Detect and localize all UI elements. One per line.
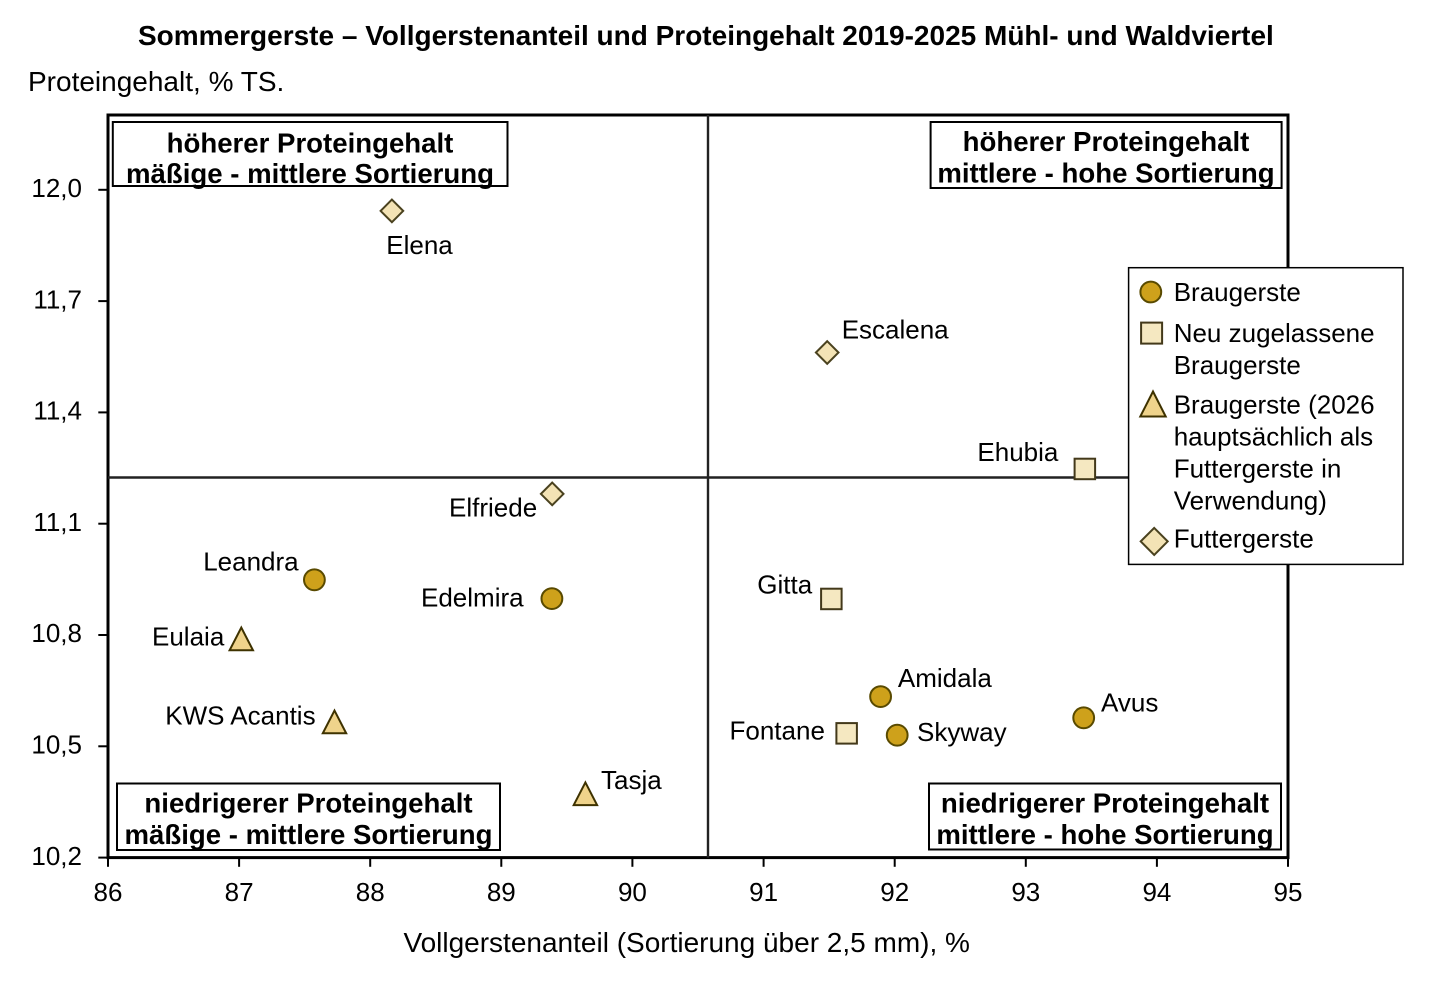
svg-text:Verwendung): Verwendung) [1174, 486, 1327, 516]
svg-text:94: 94 [1142, 877, 1171, 907]
svg-text:Braugerste: Braugerste [1174, 277, 1301, 307]
svg-text:10,8: 10,8 [31, 618, 82, 648]
svg-text:mäßige - mittlere Sortierung: mäßige - mittlere Sortierung [126, 158, 494, 189]
svg-text:Fontane: Fontane [730, 715, 825, 745]
svg-text:Escalena: Escalena [842, 314, 949, 344]
svg-text:Eulaia: Eulaia [152, 622, 225, 652]
svg-text:niedrigerer Proteingehalt: niedrigerer Proteingehalt [144, 788, 472, 819]
svg-text:95: 95 [1274, 877, 1303, 907]
svg-text:Skyway: Skyway [917, 717, 1007, 747]
svg-text:88: 88 [356, 877, 385, 907]
svg-text:niedrigerer Proteingehalt: niedrigerer Proteingehalt [941, 788, 1269, 819]
svg-text:11,1: 11,1 [33, 507, 82, 537]
svg-text:Avus: Avus [1101, 688, 1158, 718]
svg-text:Elfriede: Elfriede [449, 493, 537, 523]
svg-text:Leandra: Leandra [203, 547, 299, 577]
svg-text:90: 90 [618, 877, 647, 907]
svg-text:höherer Proteingehalt: höherer Proteingehalt [963, 126, 1250, 157]
svg-text:hauptsächlich als: hauptsächlich als [1174, 421, 1373, 451]
svg-text:87: 87 [225, 877, 254, 907]
svg-text:KWS Acantis: KWS Acantis [165, 701, 315, 731]
svg-text:86: 86 [94, 877, 123, 907]
svg-text:mäßige - mittlere Sortierung: mäßige - mittlere Sortierung [125, 819, 493, 850]
svg-text:12,0: 12,0 [31, 173, 82, 203]
svg-text:Amidala: Amidala [898, 663, 992, 693]
svg-text:Braugerste (2026: Braugerste (2026 [1174, 389, 1375, 419]
svg-text:Vollgerstenanteil (Sortierung: Vollgerstenanteil (Sortierung über 2,5 m… [403, 927, 970, 958]
svg-text:Sommergerste – Vollgerstenante: Sommergerste – Vollgerstenanteil und Pro… [138, 20, 1274, 51]
svg-text:11,4: 11,4 [33, 396, 82, 426]
svg-text:10,2: 10,2 [31, 841, 82, 871]
svg-text:höherer Proteingehalt: höherer Proteingehalt [167, 128, 454, 159]
svg-text:10,5: 10,5 [31, 730, 82, 760]
svg-text:11,7: 11,7 [33, 284, 82, 314]
svg-text:92: 92 [880, 877, 909, 907]
svg-text:Neu zugelassene: Neu zugelassene [1174, 318, 1375, 348]
svg-text:89: 89 [487, 877, 516, 907]
svg-text:91: 91 [749, 877, 778, 907]
svg-text:mittlere - hohe Sortierung: mittlere - hohe Sortierung [937, 158, 1274, 189]
svg-text:Proteingehalt, % TS.: Proteingehalt, % TS. [28, 66, 284, 97]
svg-text:Futtergerste in: Futtergerste in [1174, 453, 1342, 483]
svg-text:Gitta: Gitta [757, 569, 812, 599]
svg-text:mittlere - hohe Sortierung: mittlere - hohe Sortierung [936, 819, 1273, 850]
svg-text:93: 93 [1011, 877, 1040, 907]
svg-text:Futtergerste: Futtergerste [1174, 524, 1314, 554]
svg-text:Braugerste: Braugerste [1174, 350, 1301, 380]
svg-text:Ehubia: Ehubia [977, 437, 1058, 467]
svg-text:Tasja: Tasja [601, 765, 662, 795]
svg-text:Edelmira: Edelmira [421, 582, 524, 612]
svg-text:Elena: Elena [386, 230, 453, 260]
